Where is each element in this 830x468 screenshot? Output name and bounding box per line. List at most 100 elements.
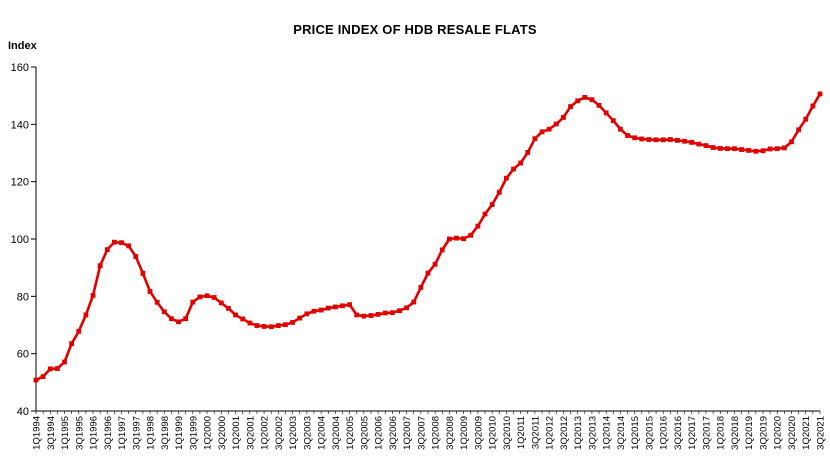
data-point <box>703 143 709 148</box>
x-tick-label: 3Q1995 <box>74 416 85 450</box>
data-point <box>518 160 524 166</box>
x-tick-label: 3Q1996 <box>103 416 114 450</box>
data-point <box>211 295 217 300</box>
data-point <box>261 324 267 329</box>
data-point <box>69 341 75 347</box>
x-tick-label: 1Q2001 <box>231 416 242 450</box>
x-tick-label: 1Q2009 <box>459 416 470 450</box>
data-point <box>47 366 53 372</box>
data-point <box>482 211 488 217</box>
data-point <box>126 243 132 249</box>
x-tick-label: 3Q1997 <box>131 416 142 450</box>
x-tick-label: 1Q2010 <box>488 416 499 450</box>
x-tick-label: 1Q2016 <box>659 416 670 450</box>
x-tick-label: 1Q2002 <box>260 416 271 450</box>
x-tick-label: 3Q2015 <box>644 416 655 450</box>
data-point <box>183 316 189 322</box>
data-point <box>432 261 438 267</box>
data-point <box>147 289 153 294</box>
data-point <box>254 323 260 328</box>
x-tick-label: 3Q2011 <box>530 416 541 449</box>
data-point <box>610 118 616 124</box>
x-tick-label: 1Q2005 <box>345 416 356 450</box>
x-tick-label: 1Q2019 <box>744 416 755 450</box>
x-tick-label: 3Q2018 <box>730 416 741 450</box>
data-point <box>710 145 716 150</box>
data-point <box>553 121 559 127</box>
data-point <box>304 311 310 317</box>
data-point <box>247 320 253 326</box>
x-tick-label: 1Q2014 <box>602 416 613 450</box>
data-point <box>325 305 331 311</box>
data-point <box>781 145 787 151</box>
data-point <box>475 223 481 229</box>
data-point <box>468 232 474 238</box>
y-tick-label: 120 <box>11 177 29 189</box>
x-tick-label: 3Q2005 <box>359 416 370 450</box>
x-tick-label: 1Q2020 <box>773 416 784 450</box>
x-tick-label: 1Q2006 <box>374 416 385 450</box>
data-point <box>169 316 174 322</box>
x-tick-label: 1Q2012 <box>545 416 556 450</box>
x-tick-label: 1Q2021 <box>801 416 812 450</box>
data-point <box>603 110 609 116</box>
x-tick-label: 3Q2017 <box>701 416 712 450</box>
data-point <box>568 104 573 109</box>
data-point <box>789 139 794 145</box>
data-point <box>575 98 581 104</box>
x-tick-label: 1Q1997 <box>117 416 128 450</box>
data-point <box>268 324 274 330</box>
x-tick-label: 3Q2014 <box>616 416 627 450</box>
x-tick-label: 1Q2018 <box>716 416 727 450</box>
data-point <box>204 293 210 299</box>
x-tick-label: 3Q2007 <box>416 416 427 450</box>
data-point <box>696 141 702 147</box>
data-point <box>54 366 60 371</box>
x-tick-label: 1Q2017 <box>687 416 698 450</box>
y-tick-label: 80 <box>17 291 29 303</box>
y-tick-label: 60 <box>17 349 29 361</box>
x-tick-label: 1Q2000 <box>203 416 214 450</box>
x-tick-label: 3Q2004 <box>331 416 342 450</box>
x-tick-label: 3Q2000 <box>217 416 228 450</box>
data-point <box>154 299 160 305</box>
data-point <box>119 240 124 246</box>
data-point <box>504 175 509 181</box>
x-tick-label: 3Q2010 <box>502 416 513 450</box>
data-point <box>62 359 67 365</box>
data-point <box>675 137 680 143</box>
x-tick-label: 3Q2009 <box>473 416 484 450</box>
data-point <box>739 147 744 152</box>
data-point <box>397 308 402 314</box>
data-point <box>760 148 766 154</box>
data-point <box>496 189 502 195</box>
x-tick-label: 1Q2004 <box>317 416 328 450</box>
x-tick-label: 1Q2007 <box>402 416 413 450</box>
data-point <box>226 305 231 311</box>
x-tick-label: 3Q2006 <box>388 416 399 450</box>
data-point <box>318 307 324 313</box>
x-tick-label: 3Q2013 <box>587 416 598 450</box>
data-point <box>810 103 816 109</box>
x-tick-label: 3Q1999 <box>188 416 199 450</box>
data-point <box>361 313 367 319</box>
x-tick-label: 3Q2003 <box>302 416 313 450</box>
data-point <box>133 254 139 259</box>
data-point <box>90 293 96 298</box>
x-tick-label: 3Q2016 <box>673 416 684 450</box>
data-point <box>33 377 39 383</box>
chart-title: PRICE INDEX OF HDB RESALE FLATS <box>293 22 537 37</box>
x-tick-label: 1Q2015 <box>630 416 641 450</box>
data-point <box>454 235 459 241</box>
data-point <box>596 103 602 108</box>
data-point <box>439 247 445 253</box>
data-point <box>660 137 666 143</box>
data-point <box>646 137 652 142</box>
x-tick-label: 1Q1998 <box>146 416 157 450</box>
data-point <box>532 136 538 142</box>
x-tick-label: 3Q2008 <box>445 416 456 450</box>
data-point <box>589 97 595 103</box>
data-point <box>689 139 695 145</box>
x-tick-label: 3Q1994 <box>46 416 57 450</box>
